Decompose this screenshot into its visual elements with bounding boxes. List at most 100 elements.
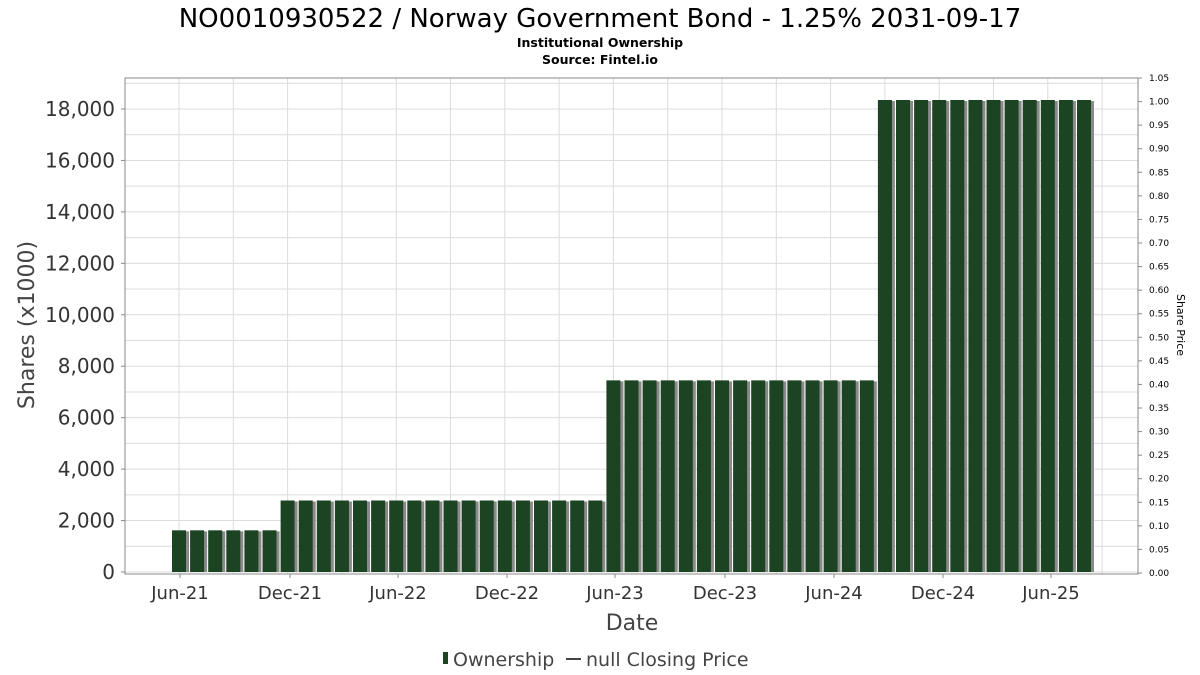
ownership-bar <box>262 530 277 572</box>
ownership-bar <box>823 380 838 572</box>
y-axis-ticks: 0 2,000 4,000 6,000 8,000 10,000 12,000 14,000 1… <box>45 97 125 584</box>
y2-axis-ticks: 0.00 0.05 0.10 0.15 0.20 0.25 0.30 0.35 0.40 0.45… <box>1138 74 1169 579</box>
y2-tick-label: 1.00 <box>1149 98 1169 108</box>
chart-source: Source: Fintel.io <box>542 52 658 67</box>
ownership-bar <box>389 500 404 572</box>
y2-tick-label: 0.10 <box>1149 522 1169 532</box>
y2-tick-label: 0.45 <box>1149 357 1169 367</box>
ownership-bar <box>1040 99 1055 572</box>
ownership-bar <box>1004 99 1019 572</box>
ownership-bar <box>280 500 295 572</box>
y2-tick-label: 0.25 <box>1149 451 1169 461</box>
ownership-bar <box>751 380 766 572</box>
ownership-bar <box>642 380 657 572</box>
ownership-bar <box>208 530 223 572</box>
x-tick-label: Dec-23 <box>693 583 757 604</box>
y-tick-label: 14,000 <box>45 200 115 224</box>
chart-subtitle: Institutional Ownership <box>517 35 683 50</box>
ownership-bar <box>678 380 693 572</box>
ownership-bar <box>696 380 711 572</box>
ownership-bar <box>461 500 476 572</box>
ownership-bar <box>425 500 440 572</box>
ownership-bar <box>244 530 259 572</box>
y2-axis-label: Share Price <box>1174 294 1187 356</box>
y-tick-label: 2,000 <box>58 509 115 533</box>
ownership-bar <box>298 500 313 572</box>
y-tick-label: 0 <box>102 560 115 584</box>
ownership-bar <box>950 99 965 572</box>
ownership-bar <box>353 500 367 572</box>
ownership-bar <box>624 380 639 572</box>
ownership-bar <box>497 500 512 572</box>
y-tick-label: 10,000 <box>45 303 115 327</box>
y2-tick-label: 0.00 <box>1149 569 1169 579</box>
ownership-bar <box>733 380 748 572</box>
x-tick-label: Jun-22 <box>368 583 427 604</box>
y2-tick-label: 0.90 <box>1149 145 1169 155</box>
x-tick-label: Jun-21 <box>150 583 209 604</box>
ownership-bar <box>1077 99 1091 572</box>
x-tick-label: Jun-23 <box>585 583 644 604</box>
ownership-bar <box>443 500 458 572</box>
ownership-bar <box>859 380 874 572</box>
ownership-bar <box>606 380 621 572</box>
legend: Ownership null Closing Price <box>443 649 749 671</box>
ownership-bar <box>407 500 422 572</box>
x-axis-label: Date <box>606 611 659 636</box>
y-tick-label: 4,000 <box>58 457 115 481</box>
x-axis-ticks: Jun-21 Dec-21 Jun-22 Dec-22 Jun-23 Dec-23 Jun-… <box>150 574 1080 604</box>
ownership-bar <box>534 500 548 572</box>
chart-title: NO0010930522 / Norway Government Bond - … <box>179 4 1022 34</box>
y-tick-label: 18,000 <box>45 97 115 121</box>
ownership-bar <box>968 99 983 572</box>
plot-border <box>124 77 1139 575</box>
y2-tick-label: 0.05 <box>1149 545 1169 555</box>
ownership-bar <box>190 530 205 572</box>
y-tick-label: 12,000 <box>45 251 115 275</box>
ownership-bar <box>226 530 241 572</box>
y2-tick-label: 0.40 <box>1149 380 1169 390</box>
ownership-bar <box>334 500 349 572</box>
ownership-bar <box>552 500 567 572</box>
ownership-bar <box>914 99 929 572</box>
ownership-bar <box>515 500 530 572</box>
ownership-bar <box>841 380 856 572</box>
x-tick-label: Jun-24 <box>804 583 863 604</box>
y2-tick-label: 0.95 <box>1149 121 1169 131</box>
ownership-bar <box>371 500 386 572</box>
x-tick-label: Dec-21 <box>258 583 322 604</box>
legend-ownership-label: Ownership <box>453 649 554 671</box>
ownership-bar <box>316 500 331 572</box>
ownership-bar <box>877 99 892 572</box>
y2-tick-label: 0.80 <box>1149 192 1169 202</box>
y2-tick-label: 0.65 <box>1149 263 1169 273</box>
ownership-bar <box>932 99 947 572</box>
ownership-bar <box>588 500 603 572</box>
ownership-bar <box>1022 99 1037 572</box>
y2-tick-label: 1.05 <box>1149 74 1169 84</box>
ownership-bar <box>896 99 910 572</box>
ownership-bar <box>805 380 820 572</box>
y2-tick-label: 0.35 <box>1149 404 1169 414</box>
legend-ownership-swatch <box>443 652 448 664</box>
y2-tick-label: 0.30 <box>1149 428 1169 438</box>
x-tick-label: Jun-25 <box>1021 583 1080 604</box>
ownership-bar <box>787 380 802 572</box>
y2-tick-label: 0.75 <box>1149 215 1169 225</box>
y-tick-label: 6,000 <box>58 406 115 430</box>
y2-tick-label: 0.15 <box>1149 498 1169 508</box>
ownership-bar <box>660 380 675 572</box>
legend-price-label: null Closing Price <box>586 649 749 671</box>
y2-tick-label: 0.20 <box>1149 475 1169 485</box>
x-tick-label: Dec-24 <box>911 583 975 604</box>
bars <box>172 99 1094 572</box>
ownership-bar <box>715 380 729 572</box>
y-tick-label: 16,000 <box>45 148 115 172</box>
y2-tick-label: 0.60 <box>1149 286 1169 296</box>
ownership-bar <box>570 500 585 572</box>
y2-tick-label: 0.55 <box>1149 310 1169 320</box>
x-tick-label: Dec-22 <box>475 583 539 604</box>
ownership-bar <box>986 99 1001 572</box>
y2-tick-label: 0.50 <box>1149 333 1169 343</box>
